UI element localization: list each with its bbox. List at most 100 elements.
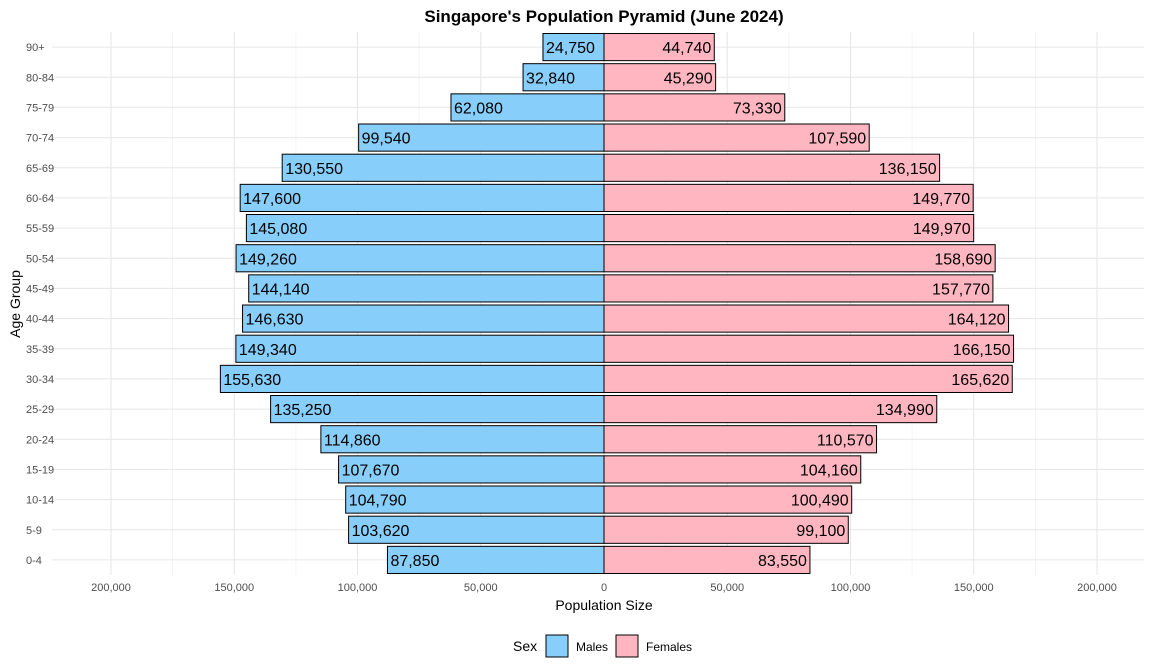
bar-male <box>348 515 605 544</box>
bar-female <box>603 515 849 544</box>
data-label-male: 145,080 <box>249 221 307 238</box>
data-label-female: 45,290 <box>664 70 713 87</box>
y-tick-label: 25-29 <box>26 404 54 416</box>
bar-female <box>603 123 870 152</box>
data-label-female: 83,550 <box>758 553 807 570</box>
y-tick-label: 50-54 <box>26 253 54 265</box>
y-tick-label: 20-24 <box>26 434 54 446</box>
x-tick-label: 100,000 <box>338 582 378 594</box>
data-label-male: 24,750 <box>546 40 595 57</box>
data-label-male: 144,140 <box>252 281 310 298</box>
x-tick-label: 150,000 <box>954 582 994 594</box>
data-label-male: 146,630 <box>246 312 304 329</box>
y-tick-label: 80-84 <box>26 72 54 84</box>
data-label-female: 110,570 <box>817 432 874 449</box>
data-label-female: 73,330 <box>733 100 782 117</box>
data-label-male: 135,250 <box>274 402 332 419</box>
bar-male <box>320 425 605 454</box>
y-tick-label: 70-74 <box>26 133 54 145</box>
data-label-female: 107,590 <box>808 131 866 148</box>
data-label-female: 149,970 <box>913 221 971 238</box>
bar-male <box>386 545 605 574</box>
data-label-female: 104,160 <box>800 462 858 479</box>
data-label-female: 44,740 <box>662 40 711 57</box>
bar-male <box>281 153 605 182</box>
data-label-male: 149,260 <box>239 251 297 268</box>
x-tick-label: 150,000 <box>214 582 254 594</box>
legend: Sex Males Females <box>513 634 692 658</box>
x-tick-label: 0 <box>601 582 607 594</box>
data-label-male: 130,550 <box>285 161 343 178</box>
y-tick-label: 5-9 <box>26 525 42 537</box>
x-tick-label: 200,000 <box>91 582 131 594</box>
data-label-male: 32,840 <box>526 70 575 87</box>
x-tick-label: 200,000 <box>1077 582 1117 594</box>
y-tick-label: 35-39 <box>26 344 54 356</box>
x-tick-label: 50,000 <box>464 582 498 594</box>
bar-male <box>242 304 605 333</box>
bar-female <box>603 334 1015 363</box>
bar-female <box>603 274 994 303</box>
bar-labels: 87,850 83,550 103,620 99,100 104,790 100,490 1… <box>223 40 1010 570</box>
data-label-male: 107,670 <box>342 462 400 479</box>
data-label-male: 155,630 <box>223 372 281 389</box>
bar-male <box>345 485 605 514</box>
data-label-female: 134,990 <box>876 402 934 419</box>
y-tick-label: 55-59 <box>26 223 54 235</box>
bar-male <box>235 334 605 363</box>
data-label-female: 149,770 <box>912 191 970 208</box>
data-label-male: 87,850 <box>390 553 439 570</box>
y-tick-label: 90+ <box>26 42 45 54</box>
data-label-female: 99,100 <box>796 523 845 540</box>
data-label-male: 99,540 <box>362 131 411 148</box>
y-tick-label: 10-14 <box>26 495 54 507</box>
legend-swatch-males <box>545 634 569 658</box>
data-label-male: 149,340 <box>239 342 297 359</box>
x-axis-ticks: 200,000 150,000 100,000 50,000 0 50,000 100,00… <box>91 582 1117 594</box>
y-tick-label: 45-49 <box>26 283 54 295</box>
bar-female <box>603 485 853 514</box>
bar-female <box>603 425 878 454</box>
bar-male <box>235 244 605 273</box>
bar-male <box>270 395 605 424</box>
y-tick-label: 60-64 <box>26 193 54 205</box>
bar-female <box>603 395 938 424</box>
data-label-female: 166,150 <box>953 342 1011 359</box>
x-axis-title: Population Size <box>555 597 653 613</box>
data-label-female: 165,620 <box>951 372 1009 389</box>
bar-female <box>603 153 941 182</box>
x-tick-label: 50,000 <box>710 582 744 594</box>
x-tick-label: 100,000 <box>831 582 871 594</box>
data-label-female: 164,120 <box>948 312 1006 329</box>
bars <box>219 33 1015 574</box>
y-tick-label: 30-34 <box>26 374 54 386</box>
y-tick-label: 40-44 <box>26 314 54 326</box>
data-label-male: 103,620 <box>352 523 410 540</box>
y-tick-label: 65-69 <box>26 163 54 175</box>
data-label-male: 104,790 <box>349 493 407 510</box>
bar-male <box>219 364 605 393</box>
data-label-male: 114,860 <box>324 432 381 449</box>
bar-male <box>450 93 605 122</box>
data-label-female: 158,690 <box>934 251 992 268</box>
bar-female <box>603 214 975 243</box>
data-label-male: 62,080 <box>454 100 503 117</box>
legend-label-males: Males <box>576 640 608 654</box>
y-tick-label: 0-4 <box>26 555 42 567</box>
bar-female <box>603 545 811 574</box>
bar-female <box>603 93 786 122</box>
bar-male <box>248 274 605 303</box>
bar-female <box>603 63 717 92</box>
bar-male <box>522 63 605 92</box>
bar-female <box>603 364 1013 393</box>
bar-female <box>603 244 996 273</box>
y-tick-label: 75-79 <box>26 102 54 114</box>
legend-label-females: Females <box>646 640 692 654</box>
bar-male <box>338 455 605 484</box>
bar-female <box>603 183 974 212</box>
legend-swatch-females <box>615 634 639 658</box>
bar-female <box>603 304 1010 333</box>
bar-female <box>603 33 715 62</box>
data-label-female: 136,150 <box>879 161 937 178</box>
